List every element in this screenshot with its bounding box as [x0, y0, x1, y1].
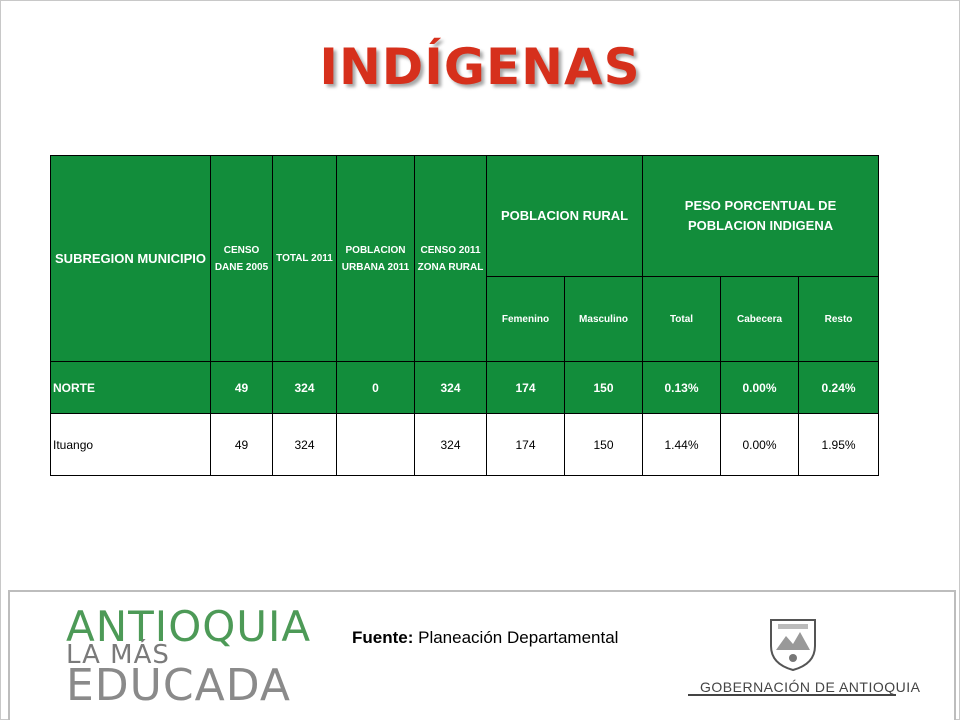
cell-masculino: 150 [563, 413, 644, 476]
cell-censo-dane: 49 [210, 361, 273, 414]
header-cabecera: Cabecera [720, 276, 800, 362]
header-peso-porcentual: PESO PORCENTUAL DE POBLACION INDIGENA [642, 155, 880, 277]
logo-la-mas: LA MÁS [66, 640, 170, 670]
cell-femenino: 174 [486, 361, 565, 414]
cell-total: 324 [272, 361, 337, 414]
source-note: Fuente: Planeación Departamental [352, 628, 618, 648]
coat-of-arms-icon [770, 619, 816, 672]
indigenas-table: SUBREGION MUNICIPIO CENSO DANE 2005 TOTA… [50, 155, 880, 476]
header-femenino: Femenino [486, 276, 565, 362]
source-value: Planeación Departamental [413, 628, 619, 647]
logo-antioquia: ANTIOQUIA [66, 602, 312, 651]
table-row: NORTE 49 324 0 324 174 150 0.13% 0.00% 0… [50, 361, 880, 414]
cell-resto: 1.95% [798, 413, 880, 476]
cell-total-pct: 1.44% [642, 413, 722, 476]
header-censo-dane: CENSO DANE 2005 [210, 155, 273, 362]
source-label: Fuente: [352, 628, 414, 647]
cell-femenino: 174 [486, 413, 565, 476]
cell-rural: 324 [414, 413, 487, 476]
cell-urbana [336, 413, 415, 476]
gobernacion-underline [688, 694, 896, 696]
cell-resto: 0.24% [798, 361, 880, 414]
cell-censo-dane: 49 [210, 413, 273, 476]
cell-cabecera: 0.00% [720, 361, 800, 414]
header-poblacion-urbana: POBLACION URBANA 2011 [336, 155, 415, 362]
header-total: TOTAL 2011 [272, 155, 337, 362]
cell-rural: 324 [414, 361, 487, 414]
cell-masculino: 150 [563, 361, 644, 414]
header-poblacion-rural: POBLACION RURAL [485, 155, 644, 277]
gobernacion-logo-text: GOBERNACIÓN DE ANTIOQUIA [700, 679, 921, 695]
row-name: Ituango [50, 413, 211, 476]
cell-total-pct: 0.13% [642, 361, 722, 414]
cell-cabecera: 0.00% [720, 413, 800, 476]
header-total-pct: Total [642, 276, 722, 362]
cell-urbana: 0 [336, 361, 415, 414]
header-subregion: SUBREGION MUNICIPIO [50, 155, 211, 362]
cell-total: 324 [272, 413, 337, 476]
slide-title: INDÍGENAS [319, 38, 641, 96]
logo-educada: EDUCADA [66, 660, 291, 711]
header-masculino: Masculino [563, 276, 644, 362]
table-row: Ituango 49 324 324 174 150 1.44% 0.00% 1… [50, 413, 880, 476]
header-resto: Resto [798, 276, 880, 362]
header-censo-rural: CENSO 2011 ZONA RURAL [414, 155, 487, 362]
row-name: NORTE [50, 361, 211, 414]
